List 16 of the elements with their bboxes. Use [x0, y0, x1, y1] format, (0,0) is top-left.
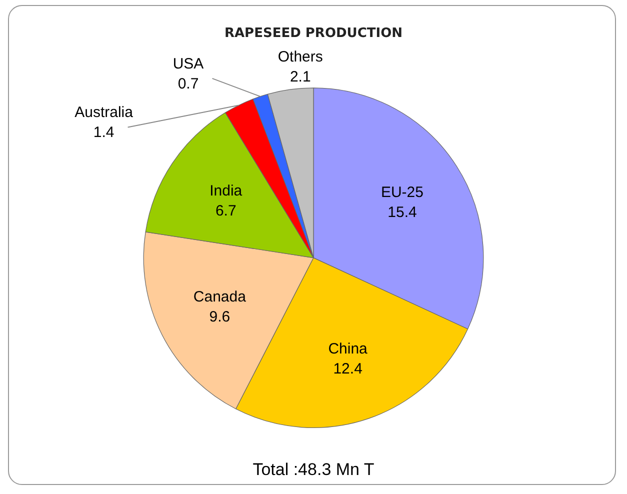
chart-title: RAPESEED PRODUCTION: [224, 26, 403, 42]
data-label: 12.4: [333, 360, 362, 378]
data-label: 2.1: [290, 68, 311, 86]
slice-label: Others: [278, 48, 323, 66]
data-label: 1.4: [93, 124, 114, 142]
slice-label: India: [210, 182, 243, 200]
text: Total :48.3 Mn T: [252, 460, 376, 480]
data-label: 9.6: [209, 308, 230, 326]
data-label: 6.7: [215, 202, 236, 220]
slice-label: Canada: [193, 288, 247, 306]
slice-label: USA: [172, 55, 204, 72]
slice-label: EU-25: [380, 184, 424, 202]
slice-label: Australia: [74, 104, 134, 122]
slice-label: China: [328, 340, 368, 358]
data-label: 15.4: [388, 204, 417, 222]
data-label: 0.7: [178, 75, 199, 92]
